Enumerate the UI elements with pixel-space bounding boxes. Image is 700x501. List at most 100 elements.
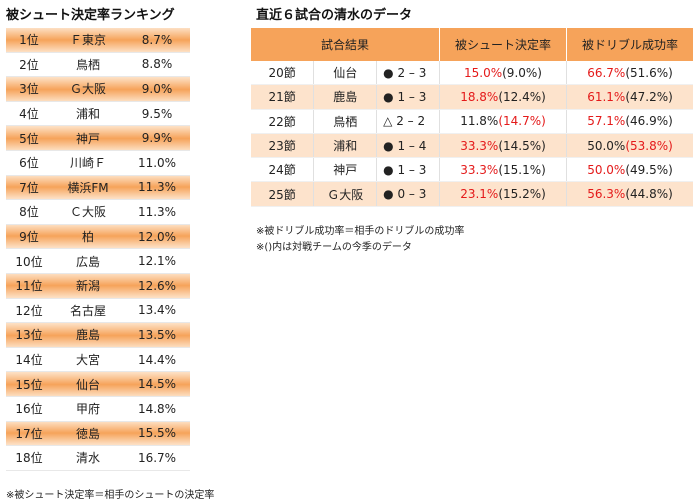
- team-cell: 名古屋: [52, 298, 124, 324]
- match-row: 23節 浦和 ● 1 – 4 33.3%(14.5%) 50.0%(53.8%): [251, 133, 693, 159]
- result-cell: △ 2 – 2: [376, 109, 440, 134]
- shot-rate-cell-value: 11.8%: [460, 114, 499, 129]
- result-cell: ● 1 – 3: [376, 157, 440, 183]
- section-cell: 22節: [251, 109, 315, 134]
- dribble-rate-cell-value: 50.0%: [587, 138, 626, 153]
- shot-rate-cell: 15.0%(9.0%): [439, 61, 567, 86]
- match-row: 21節 鹿島 ● 1 – 3 18.8%(12.4%) 61.1%(47.2%): [251, 84, 693, 110]
- match-row: 20節 仙台 ● 2 – 3 15.0%(9.0%) 66.7%(51.6%): [251, 61, 693, 86]
- rank-cell: 10位: [6, 248, 52, 274]
- rank-cell: 12位: [6, 298, 52, 324]
- rate-cell: 8.7%: [124, 28, 190, 53]
- shot-rate-cell-value: 33.3%: [460, 138, 499, 153]
- team-cell: 甲府: [52, 396, 124, 422]
- section-cell: 25節: [251, 181, 315, 207]
- team-cell: 柏: [52, 224, 124, 250]
- shot-rate-cell-value: 18.8%: [460, 89, 499, 104]
- rate-cell: 15.5%: [124, 421, 190, 447]
- opponent-cell: Ｇ大阪: [313, 181, 378, 207]
- dribble-rate-cell: 61.1%(47.2%): [566, 84, 693, 110]
- ranking-row: 16位 甲府 14.8%: [6, 396, 190, 422]
- shot-rate-cell-season-value: (15.1%): [498, 162, 546, 177]
- rate-cell: 14.8%: [124, 396, 190, 422]
- match-row: 25節 Ｇ大阪 ● 0 – 3 23.1%(15.2%) 56.3%(44.8%): [251, 181, 693, 207]
- ranking-row: 4位 浦和 9.5%: [6, 101, 190, 127]
- ranking-row: 12位 名古屋 13.4%: [6, 298, 190, 324]
- dribble-rate-cell-season-value: (44.8%): [625, 187, 673, 202]
- ranking-row: 13位 鹿島 13.5%: [6, 322, 190, 348]
- dribble-rate-cell: 66.7%(51.6%): [566, 61, 693, 86]
- team-cell: Ｃ大阪: [52, 199, 124, 225]
- ranking-row: 15位 仙台 14.5%: [6, 371, 190, 397]
- rate-cell: 16.7%: [124, 445, 190, 471]
- dribble-rate-cell-season-value: (51.6%): [625, 65, 673, 80]
- team-cell: 広島: [52, 248, 124, 274]
- ranking-row: 11位 新潟 12.6%: [6, 273, 190, 299]
- team-cell: 清水: [52, 445, 124, 471]
- rank-cell: 13位: [6, 322, 52, 348]
- ranking-row: 8位 Ｃ大阪 11.3%: [6, 199, 190, 225]
- parenthesis-note: ※()内は対戦チームの今季のデータ: [256, 242, 412, 253]
- rank-cell: 18位: [6, 445, 52, 471]
- dribble-rate-cell-value: 61.1%: [587, 89, 626, 104]
- shot-rate-cell-value: 15.0%: [464, 65, 503, 80]
- table-header-row: 試合結果 被シュート決定率 被ドリブル成功率: [251, 28, 693, 61]
- rate-cell: 14.4%: [124, 347, 190, 373]
- ranking-row: 3位 Ｇ大阪 9.0%: [6, 76, 190, 102]
- ranking-row: 14位 大宮 14.4%: [6, 347, 190, 373]
- rate-cell: 9.5%: [124, 101, 190, 127]
- shot-rate-cell: 33.3%(15.1%): [439, 157, 567, 183]
- dribble-rate-cell-value: 50.0%: [587, 162, 626, 177]
- dribble-rate-cell-season-value: (46.9%): [625, 114, 673, 129]
- dribble-rate-cell-value: 66.7%: [587, 65, 626, 80]
- shot-rate-cell-season-value: (14.7%): [498, 114, 546, 129]
- rate-cell: 9.0%: [124, 76, 190, 102]
- rate-cell: 12.6%: [124, 273, 190, 299]
- rate-cell: 12.1%: [124, 248, 190, 274]
- shot-rate-cell-value: 33.3%: [460, 162, 499, 177]
- team-cell: 鳥栖: [52, 52, 124, 78]
- shot-rate-cell-value: 23.1%: [460, 187, 499, 202]
- team-cell: 仙台: [52, 371, 124, 397]
- team-cell: 大宮: [52, 347, 124, 373]
- dribble-rate-cell: 50.0%(53.8%): [566, 133, 693, 159]
- rate-cell: 9.9%: [124, 125, 190, 151]
- shot-rate-cell: 23.1%(15.2%): [439, 181, 567, 207]
- rank-cell: 4位: [6, 101, 52, 127]
- team-cell: 鹿島: [52, 322, 124, 348]
- rank-cell: 14位: [6, 347, 52, 373]
- rate-cell: 8.8%: [124, 52, 190, 78]
- rank-cell: 6位: [6, 150, 52, 176]
- team-cell: 神戸: [52, 125, 124, 151]
- team-cell: 浦和: [52, 101, 124, 127]
- opponent-cell: 神戸: [313, 157, 378, 183]
- section-cell: 21節: [251, 84, 315, 110]
- ranking-row: 5位 神戸 9.9%: [6, 125, 190, 151]
- rank-cell: 1位: [6, 28, 52, 53]
- section-cell: 20節: [251, 61, 315, 86]
- shot-rate-cell: 18.8%(12.4%): [439, 84, 567, 110]
- header-shot-rate: 被シュート決定率: [439, 28, 567, 61]
- rank-cell: 8位: [6, 199, 52, 225]
- result-cell: ● 0 – 3: [376, 181, 440, 207]
- rank-cell: 2位: [6, 52, 52, 78]
- rate-cell: 12.0%: [124, 224, 190, 250]
- opponent-cell: 浦和: [313, 133, 378, 159]
- rank-cell: 9位: [6, 224, 52, 250]
- opponent-cell: 仙台: [313, 61, 378, 86]
- ranking-row: 1位 Ｆ東京 8.7%: [6, 28, 190, 53]
- match-row: 22節 鳥栖 △ 2 – 2 11.8%(14.7%) 57.1%(46.9%): [251, 109, 693, 134]
- opponent-cell: 鹿島: [313, 84, 378, 110]
- result-cell: ● 2 – 3: [376, 61, 440, 86]
- recent-matches-title: 直近６試合の清水のデータ: [256, 8, 413, 23]
- dribble-note: ※被ドリブル成功率＝相手のドリブルの成功率: [256, 226, 465, 237]
- team-cell: 横浜FM: [52, 175, 124, 201]
- header-dribble-rate: 被ドリブル成功率: [566, 28, 693, 61]
- team-cell: 川崎Ｆ: [52, 150, 124, 176]
- section-cell: 23節: [251, 133, 315, 159]
- ranking-title: 被シュート決定率ランキング: [6, 8, 175, 23]
- match-row: 24節 神戸 ● 1 – 3 33.3%(15.1%) 50.0%(49.5%): [251, 157, 693, 183]
- section-cell: 24節: [251, 157, 315, 183]
- dribble-rate-cell-value: 56.3%: [587, 187, 626, 202]
- ranking-row: 10位 広島 12.1%: [6, 248, 190, 274]
